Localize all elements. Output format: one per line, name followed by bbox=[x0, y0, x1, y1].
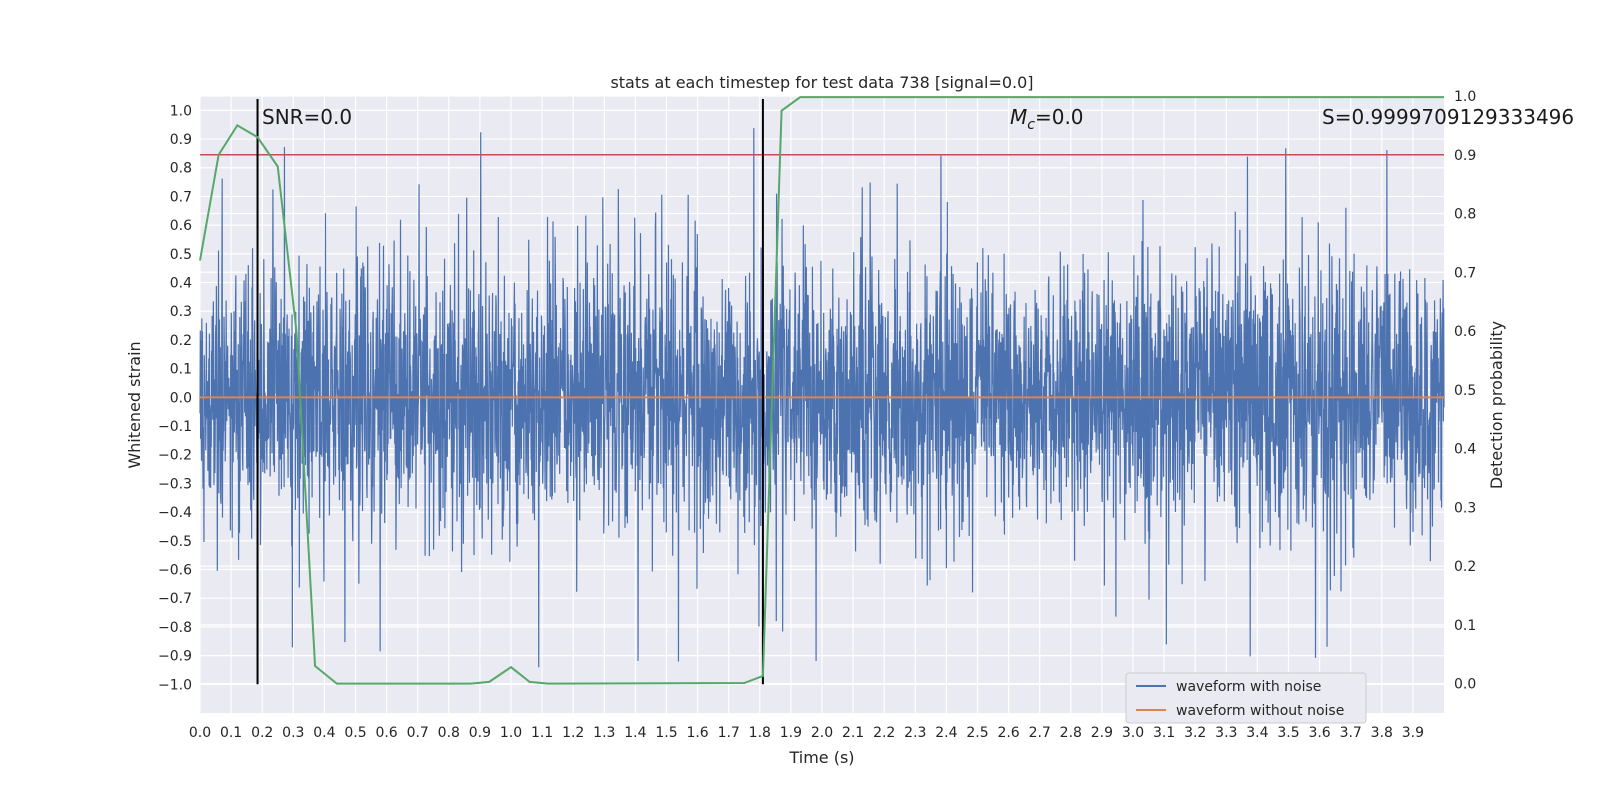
x-tick-label: 3.8 bbox=[1371, 725, 1393, 741]
legend-label-clean: waveform without noise bbox=[1176, 703, 1344, 719]
x-tick-labels: 0.0 0.1 0.2 0.3 0.4 0.5 0.6 0.7 0.8 0.9 1.0 1.1 1.2 1… bbox=[189, 725, 1424, 741]
x-tick-label: 2.4 bbox=[935, 725, 957, 741]
series-detection-probability bbox=[199, 96, 1444, 685]
x-tick-label: 3.2 bbox=[1184, 725, 1206, 741]
x-tick-label: 1.5 bbox=[655, 725, 677, 741]
y-right-tick-label: 0.3 bbox=[1454, 500, 1476, 516]
y-right-tick-label: 0.2 bbox=[1454, 559, 1476, 575]
y-left-tick-label: −0.9 bbox=[158, 649, 192, 665]
y-axis-left-label: Whitened strain bbox=[125, 341, 144, 468]
x-tick-label: 3.7 bbox=[1340, 725, 1362, 741]
y-right-tick-label: 0.5 bbox=[1454, 383, 1476, 399]
y-left-tick-label: 0.6 bbox=[170, 218, 192, 234]
y-right-tick-label: 0.8 bbox=[1454, 207, 1476, 223]
legend-box bbox=[1125, 672, 1367, 724]
y-right-tick-label: 0.7 bbox=[1454, 265, 1476, 281]
y-left-tick-label: −0.1 bbox=[158, 419, 192, 435]
x-tick-label: 0.4 bbox=[313, 725, 335, 741]
y-left-tick-label: −0.6 bbox=[158, 563, 192, 579]
x-tick-label: 0.7 bbox=[407, 725, 429, 741]
mc-annotation: Mc=0.0 bbox=[1010, 105, 1084, 133]
y-left-tick-label: −0.4 bbox=[158, 505, 192, 521]
y-right-tick-label: 0.1 bbox=[1454, 618, 1476, 634]
x-tick-label: 0.6 bbox=[375, 725, 397, 741]
snr-annotation: SNR=0.0 bbox=[262, 105, 352, 129]
y-right-tick-label: 1.0 bbox=[1454, 89, 1476, 105]
x-tick-label: 0.3 bbox=[282, 725, 304, 741]
data-layer bbox=[199, 96, 1445, 685]
x-tick-label: 1.4 bbox=[624, 725, 646, 741]
y-left-tick-label: 0.3 bbox=[170, 304, 192, 320]
x-tick-label: 1.0 bbox=[500, 725, 522, 741]
y-right-tick-label: 0.6 bbox=[1454, 324, 1476, 340]
x-tick-label: 0.2 bbox=[251, 725, 273, 741]
x-tick-label: 2.3 bbox=[904, 725, 926, 741]
s-annotation: S=0.9999709129333496 bbox=[1322, 105, 1574, 129]
x-tick-label: 3.4 bbox=[1246, 725, 1268, 741]
y-axis-right-label: Detection probability bbox=[1487, 321, 1506, 489]
y-left-tick-label: 0.2 bbox=[170, 333, 192, 349]
x-tick-label: 2.0 bbox=[811, 725, 833, 741]
x-tick-label: 2.6 bbox=[997, 725, 1019, 741]
x-tick-label: 2.1 bbox=[842, 725, 864, 741]
x-tick-label: 0.1 bbox=[220, 725, 242, 741]
chart-title: stats at each timestep for test data 738… bbox=[610, 73, 1033, 92]
y-left-tick-label: 0.7 bbox=[170, 189, 192, 205]
y-left-tick-labels: 1.0 0.9 0.8 0.7 0.6 0.5 0.4 0.3 0.2 0.1 0.0 −0.1 −0.… bbox=[158, 103, 192, 693]
x-tick-label: 1.6 bbox=[686, 725, 708, 741]
y-left-tick-label: −1.0 bbox=[158, 677, 192, 693]
series-waveform-with-noise bbox=[199, 128, 1445, 668]
x-tick-label: 3.1 bbox=[1153, 725, 1175, 741]
x-tick-label: 0.5 bbox=[344, 725, 366, 741]
x-tick-label: 0.0 bbox=[189, 725, 211, 741]
y-left-tick-label: 0.9 bbox=[170, 132, 192, 148]
y-left-tick-label: 0.1 bbox=[170, 362, 192, 378]
y-right-tick-label: 0.9 bbox=[1454, 148, 1476, 164]
x-tick-label: 2.7 bbox=[1029, 725, 1051, 741]
legend-label-noise: waveform with noise bbox=[1176, 679, 1321, 695]
y-right-tick-labels: 1.0 0.9 0.8 0.7 0.6 0.5 0.4 0.3 0.2 0.1 0.0 bbox=[1454, 89, 1476, 693]
x-tick-label: 1.8 bbox=[749, 725, 771, 741]
x-tick-label: 2.2 bbox=[873, 725, 895, 741]
mc-subscript: c bbox=[1027, 117, 1035, 133]
x-tick-label: 3.5 bbox=[1277, 725, 1299, 741]
x-tick-label: 0.9 bbox=[469, 725, 491, 741]
y-left-tick-label: −0.8 bbox=[158, 620, 192, 636]
x-tick-label: 3.0 bbox=[1122, 725, 1144, 741]
y-left-tick-label: 1.0 bbox=[170, 103, 192, 119]
x-tick-label: 1.3 bbox=[593, 725, 615, 741]
y-left-tick-label: −0.3 bbox=[158, 476, 192, 492]
y-left-tick-label: −0.7 bbox=[158, 591, 192, 607]
mc-value: =0.0 bbox=[1035, 105, 1084, 129]
x-tick-label: 1.7 bbox=[718, 725, 740, 741]
legend: waveform with noise waveform without noi… bbox=[1125, 672, 1367, 724]
y-right-tick-label: 0.0 bbox=[1454, 677, 1476, 693]
mc-symbol: M bbox=[1010, 105, 1027, 129]
y-left-tick-label: −0.5 bbox=[158, 534, 192, 550]
x-tick-label: 2.9 bbox=[1091, 725, 1113, 741]
y-left-tick-label: 0.8 bbox=[170, 161, 192, 177]
y-left-tick-label: 0.5 bbox=[170, 247, 192, 263]
x-tick-label: 2.5 bbox=[966, 725, 988, 741]
x-tick-label: 3.9 bbox=[1402, 725, 1424, 741]
y-left-tick-label: 0.0 bbox=[170, 390, 192, 406]
y-left-tick-label: 0.4 bbox=[170, 276, 192, 292]
x-tick-label: 1.2 bbox=[562, 725, 584, 741]
x-tick-label: 2.8 bbox=[1060, 725, 1082, 741]
x-tick-label: 1.9 bbox=[780, 725, 802, 741]
x-tick-label: 3.3 bbox=[1215, 725, 1237, 741]
x-tick-label: 3.6 bbox=[1308, 725, 1330, 741]
x-tick-label: 1.1 bbox=[531, 725, 553, 741]
x-axis-label: Time (s) bbox=[788, 748, 854, 767]
y-right-tick-label: 0.4 bbox=[1454, 442, 1476, 458]
x-tick-label: 0.8 bbox=[438, 725, 460, 741]
y-left-tick-label: −0.2 bbox=[158, 448, 192, 464]
